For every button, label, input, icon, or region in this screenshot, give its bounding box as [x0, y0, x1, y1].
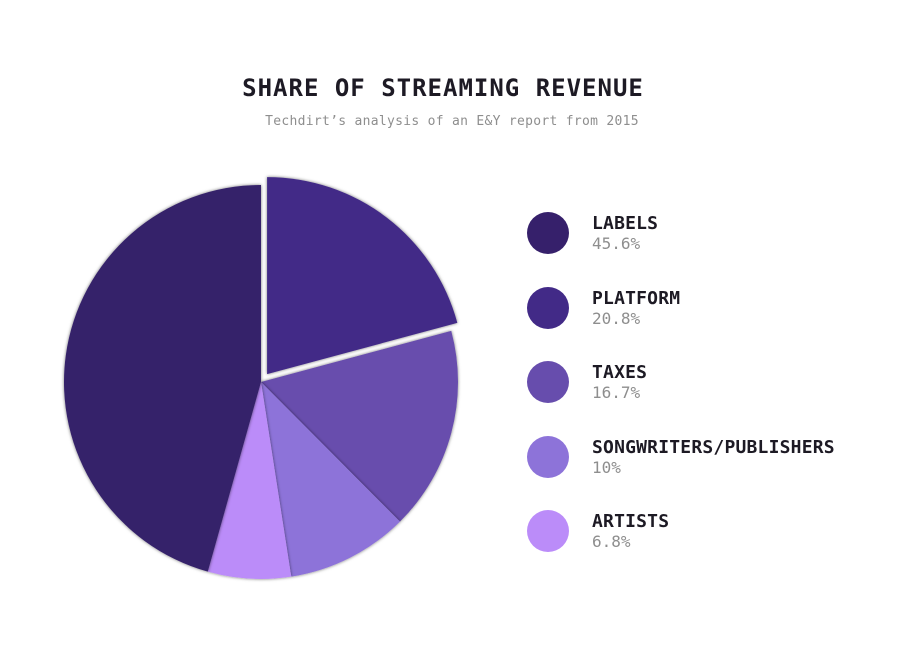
legend-value: 6.8% [592, 532, 631, 551]
pie-slice-labels [63, 185, 262, 572]
legend-label: TAXES [592, 362, 648, 383]
legend-value: 10% [592, 457, 621, 477]
legend-label: LABELS [592, 213, 659, 234]
legend-swatch [527, 286, 569, 329]
legend-label: ARTISTS [592, 511, 670, 532]
legend-swatch [527, 435, 569, 478]
legend-swatch [527, 212, 569, 254]
pie-slice-platform [267, 177, 458, 375]
legend-swatch [527, 510, 569, 552]
pie-slice-taxes [261, 330, 458, 522]
pie-slice-songwriters-publishers [261, 382, 400, 577]
legend-value: 45.6% [592, 234, 641, 253]
chart-subtitle: Techdirt’s analysis of an E&Y report fro… [265, 114, 639, 129]
legend-value: 20.8% [592, 308, 641, 328]
legend-label: SONGWRITERS/PUBLISHERS [592, 436, 835, 458]
pie-slice-artists [207, 382, 292, 579]
chart-title: SHARE OF STREAMING REVENUE [242, 74, 644, 102]
legend-label: PLATFORM [592, 287, 681, 309]
legend-value: 16.7% [592, 383, 641, 402]
legend-swatch [527, 361, 569, 403]
